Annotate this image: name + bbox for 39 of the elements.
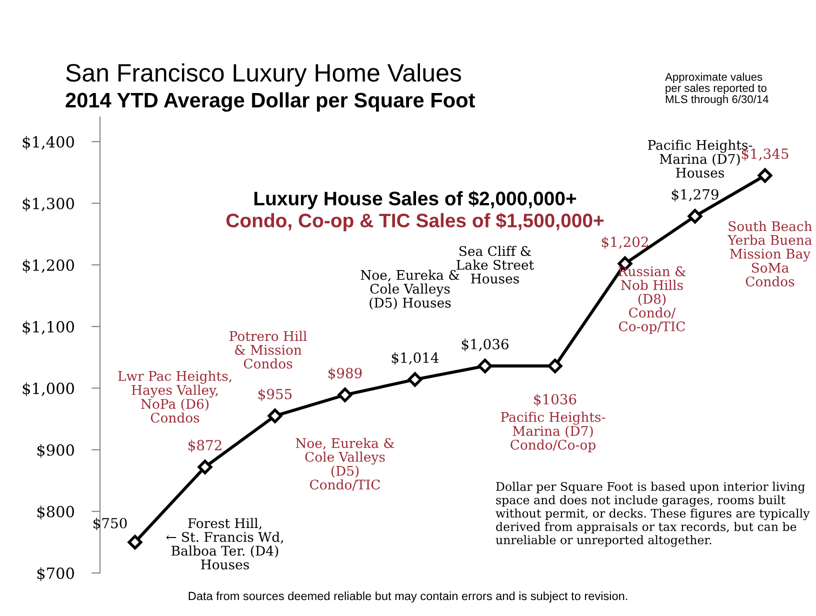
annotation: Forest Hill, ← St. Francis Wd, Balboa Ter. (D4) Houses — [166, 518, 284, 570]
data-label: $1,202 — [602, 236, 648, 249]
point — [478, 358, 492, 374]
data-label: $1,014 — [392, 352, 439, 365]
point — [338, 388, 352, 402]
text: Approximate values per sales reported to MLS through 6/30/14 — [665, 72, 768, 106]
point — [688, 208, 702, 224]
data-label: $1,036 — [462, 338, 508, 352]
chart-title: San Francisco Luxury Home Values — [66, 63, 462, 87]
data-label: $1,279 — [672, 188, 718, 202]
data-label: $1036 — [534, 394, 576, 406]
y-tick-label: $1,300 — [22, 197, 74, 212]
y-tick-label: $700 — [37, 567, 74, 582]
chart-subtitle: 2014 YTD Average Dollar per Square Foot — [66, 92, 475, 112]
annotation: Potrero Hill & Mission Condos — [230, 330, 307, 369]
y-tick-label: $1,000 — [22, 382, 74, 396]
annotation: Luxury House Sales of $2,000,000+ — [254, 190, 576, 210]
annotation: Noe, Eureka & Cole Valleys (D5) Condo/TIC — [296, 438, 394, 491]
annotation: Lwr Pac Heights, Hayes Valley, NoPa (D6) Condos — [118, 370, 232, 423]
text: Data from sources deemed reliable but may contain errors and is subject to revision. — [188, 591, 628, 603]
point — [128, 534, 142, 550]
annotation: Condo, Co-op & TIC Sales of $1,500,000+ — [226, 212, 604, 232]
point — [198, 460, 212, 474]
annotation: Dollar per Square Foot is based upon interior living space and does not include garages, rooms built without permit, or decks. These figures are typically derived from appraisals or tax records, but can be unreliable or unreported altogether. — [496, 482, 810, 547]
point — [408, 372, 422, 387]
y-tick-label: $900 — [37, 444, 74, 458]
data-label: $989 — [328, 368, 362, 380]
y-tick-label: $800 — [37, 506, 74, 520]
point — [268, 408, 282, 424]
y-tick-label: $1,200 — [22, 259, 74, 273]
y-tick-label: $1,400 — [22, 136, 74, 150]
point — [758, 168, 772, 183]
annotation: South Beach Yerba Buena Mission Bay SoMa Condos — [728, 220, 812, 286]
data-label: $872 — [188, 440, 222, 452]
data-label: $955 — [258, 388, 292, 402]
annotation: Pacific Heights- Marina (D7) Condo/Co-op — [501, 412, 606, 452]
data-label: $750 — [94, 518, 127, 530]
point — [548, 358, 562, 374]
y-tick-label: $1,100 — [22, 320, 74, 335]
